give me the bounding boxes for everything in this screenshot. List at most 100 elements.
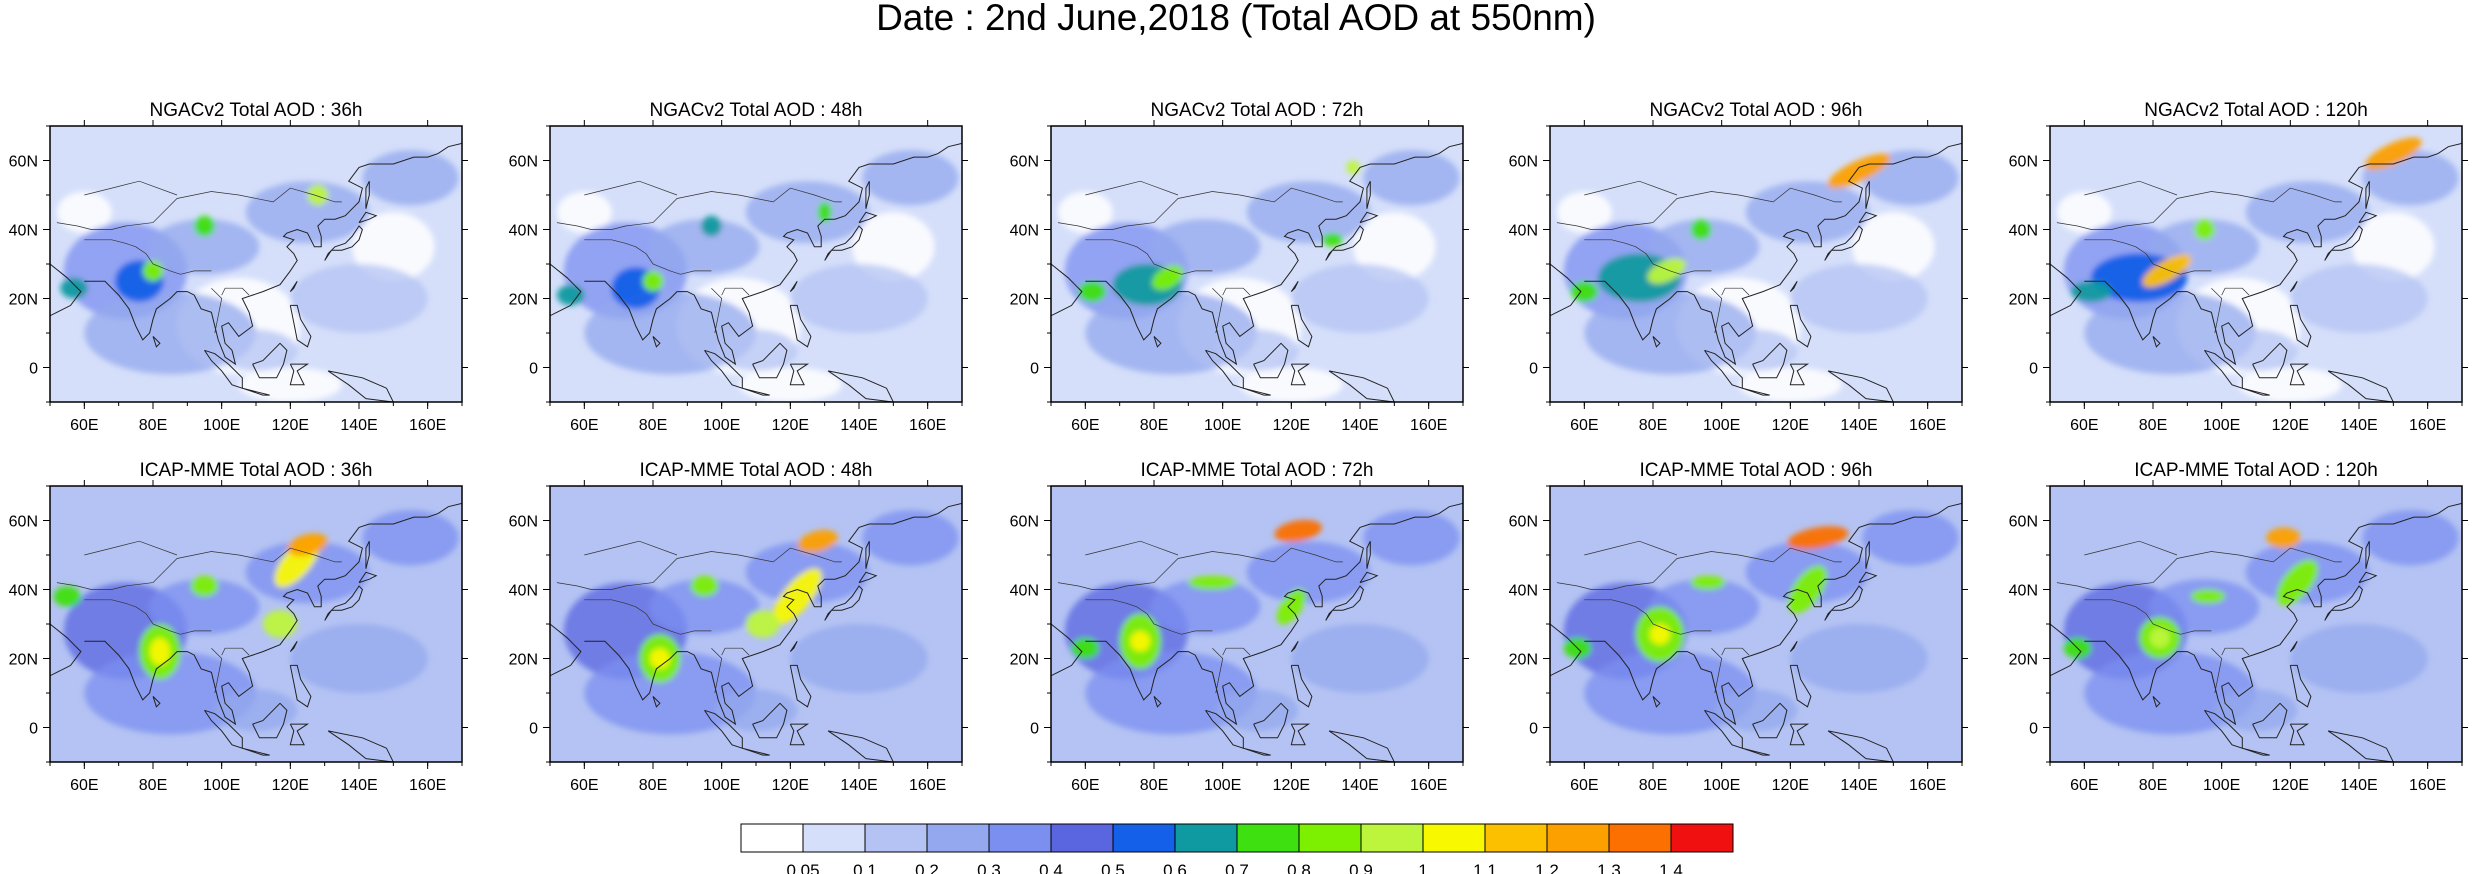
lat-tick-label: 60N [1010, 514, 1039, 531]
lat-tick-label: 60N [9, 154, 38, 171]
lon-tick-label: 80E [139, 417, 167, 434]
aod-field [50, 126, 462, 402]
colorbar-swatch [1298, 823, 1362, 853]
lat-tick-label: 40N [1509, 223, 1538, 240]
lat-tick-label: 40N [2009, 583, 2038, 600]
lon-tick-label: 140E [1341, 417, 1378, 434]
lat-tick-label: 60N [2009, 514, 2038, 531]
lon-tick-label: 160E [1410, 777, 1447, 794]
colorbar-swatch [988, 823, 1052, 853]
lon-tick-label: 120E [2272, 417, 2309, 434]
aod-field [1550, 126, 1962, 402]
colorbar-label: 0.7 [1225, 861, 1249, 874]
lon-tick-label: 60E [1071, 777, 1099, 794]
colorbar-label: 0.05 [786, 861, 819, 874]
lat-tick-label: 0 [529, 721, 538, 738]
lon-tick-label: 60E [570, 417, 598, 434]
lon-tick-label: 100E [203, 777, 240, 794]
lon-tick-label: 120E [272, 777, 309, 794]
lat-tick-label: 20N [9, 292, 38, 309]
lon-tick-label: 140E [2340, 417, 2377, 434]
colorbar-swatch [1546, 823, 1610, 853]
lat-tick-label: 40N [1010, 583, 1039, 600]
aod-field [2050, 486, 2462, 762]
colorbar-swatch [864, 823, 928, 853]
lon-tick-label: 120E [1772, 777, 1809, 794]
lon-tick-label: 140E [340, 417, 377, 434]
panel-title: NGACv2 Total AOD : 120h [2144, 100, 2368, 121]
map-panels-grid: NGACv2 Total AOD : 36h 60E 80E 100E 120E 140E… [9, 100, 2468, 794]
map-panel: NGACv2 Total AOD : 120h 60E 80E 100E 120E 140… [2009, 100, 2468, 434]
lat-tick-label: 40N [9, 583, 38, 600]
aod-field [1550, 486, 1962, 762]
map-panel: NGACv2 Total AOD : 96h 60E 80E 100E 120E 140E… [1509, 100, 1968, 434]
figure-title: Date : 2nd June,2018 (Total AOD at 550nm… [876, 0, 1596, 38]
lat-tick-label: 20N [2009, 292, 2038, 309]
colorbar-label: 1.4 [1659, 861, 1683, 874]
colorbar-swatch [1360, 823, 1424, 853]
colorbar-label: 0.3 [977, 861, 1001, 874]
panel-title: ICAP-MME Total AOD : 120h [2134, 460, 2378, 481]
lat-tick-label: 40N [2009, 223, 2038, 240]
lon-tick-label: 120E [272, 417, 309, 434]
lat-tick-label: 20N [1010, 292, 1039, 309]
lon-tick-label: 80E [139, 777, 167, 794]
lat-tick-label: 20N [9, 652, 38, 669]
colorbar-swatch [1608, 823, 1672, 853]
colorbar-label: 1.3 [1597, 861, 1621, 874]
aod-field [1051, 126, 1463, 402]
lon-tick-label: 80E [2139, 417, 2167, 434]
colorbar-label: 0.1 [853, 861, 877, 874]
lon-tick-label: 80E [1140, 417, 1168, 434]
colorbar-swatch [1174, 823, 1238, 853]
colorbar-label: 0.9 [1349, 861, 1373, 874]
colorbar-swatch [1236, 823, 1300, 853]
lon-tick-label: 60E [2070, 417, 2098, 434]
lon-tick-label: 60E [1071, 417, 1099, 434]
lon-tick-label: 160E [409, 777, 446, 794]
colorbar-label: 0.2 [915, 861, 939, 874]
lon-tick-label: 160E [2409, 417, 2446, 434]
colorbar-swatch [1050, 823, 1114, 853]
map-panel: NGACv2 Total AOD : 72h 60E 80E 100E 120E 140E… [1010, 100, 1469, 434]
lat-tick-label: 60N [2009, 154, 2038, 171]
lon-tick-label: 80E [1639, 417, 1667, 434]
lat-tick-label: 0 [29, 361, 38, 378]
lat-tick-label: 0 [1529, 721, 1538, 738]
lon-tick-label: 120E [1273, 417, 1310, 434]
lon-tick-label: 100E [703, 777, 740, 794]
panel-title: ICAP-MME Total AOD : 72h [1140, 460, 1373, 481]
lat-tick-label: 20N [1509, 292, 1538, 309]
lon-tick-label: 80E [639, 777, 667, 794]
lat-tick-label: 60N [509, 154, 538, 171]
lon-tick-label: 140E [1341, 777, 1378, 794]
lat-tick-label: 40N [509, 223, 538, 240]
panel-title: ICAP-MME Total AOD : 96h [1639, 460, 1872, 481]
lat-tick-label: 40N [1509, 583, 1538, 600]
lon-tick-label: 60E [70, 417, 98, 434]
lat-tick-label: 0 [1529, 361, 1538, 378]
lon-tick-label: 100E [1703, 417, 1740, 434]
lon-tick-label: 160E [1909, 777, 1946, 794]
aod-field [2050, 126, 2462, 402]
lon-tick-label: 60E [1570, 417, 1598, 434]
aod-field [50, 486, 462, 762]
aod-field [550, 486, 962, 762]
panel-title: ICAP-MME Total AOD : 36h [139, 460, 372, 481]
lat-tick-label: 0 [1030, 361, 1039, 378]
lat-tick-label: 20N [2009, 652, 2038, 669]
lon-tick-label: 120E [772, 777, 809, 794]
panel-title: NGACv2 Total AOD : 96h [1650, 100, 1863, 121]
lon-tick-label: 120E [1772, 417, 1809, 434]
lon-tick-label: 100E [203, 417, 240, 434]
lat-tick-label: 60N [1010, 154, 1039, 171]
lon-tick-label: 140E [840, 417, 877, 434]
colorbar-swatch [1484, 823, 1548, 853]
lon-tick-label: 100E [2203, 777, 2240, 794]
lon-tick-label: 80E [1140, 777, 1168, 794]
colorbar-swatch [1670, 823, 1734, 853]
lon-tick-label: 80E [2139, 777, 2167, 794]
lon-tick-label: 160E [1909, 417, 1946, 434]
lon-tick-label: 100E [703, 417, 740, 434]
